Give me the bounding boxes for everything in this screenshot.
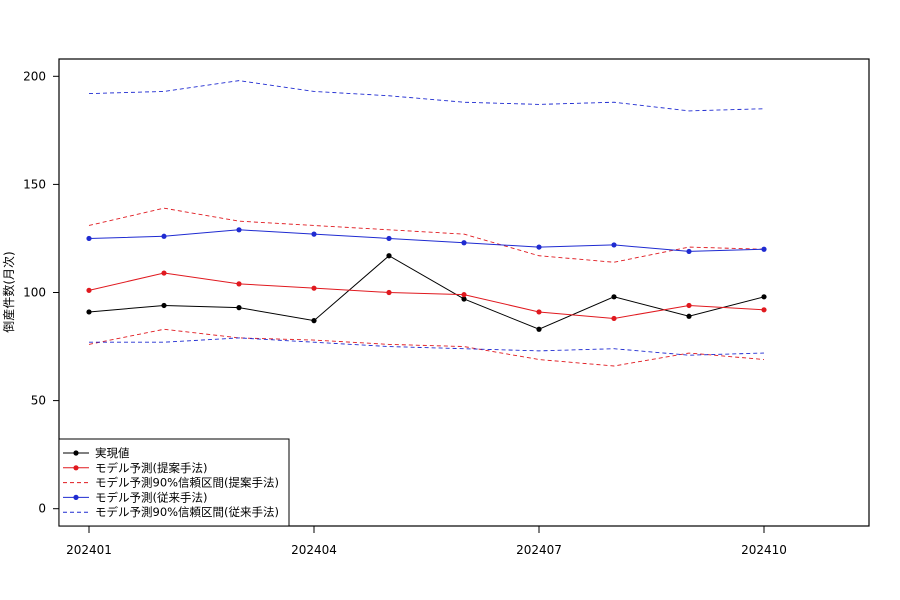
- data-point-0-9: [761, 294, 767, 300]
- data-point-1-3: [311, 285, 317, 291]
- y-axis: 0 50 100 150 200: [23, 69, 59, 516]
- y-tick-label-200: 200: [23, 69, 46, 83]
- x-tick-label-202404: 202404: [291, 543, 337, 557]
- data-point-1-1: [161, 270, 167, 276]
- data-point-1-2: [236, 281, 242, 287]
- legend-marker-1: [73, 465, 79, 471]
- legend-label-2: モデル予測90%信頼区間(提案手法): [95, 476, 279, 490]
- data-point-1-8: [686, 302, 692, 309]
- data-point-1-6: [536, 309, 542, 315]
- legend-label-4: モデル予測90%信頼区間(従来手法): [95, 505, 279, 519]
- series-line-5: [88, 80, 765, 112]
- data-point-1-0: [86, 287, 92, 293]
- legend-marker-0: [73, 450, 79, 456]
- legend-label-3: モデル予測(従来手法): [95, 490, 207, 504]
- series-line-0: [88, 255, 765, 330]
- data-point-0-4: [386, 253, 392, 259]
- x-tick-label-202410: 202410: [741, 543, 787, 557]
- series-line-6: [89, 337, 765, 356]
- y-tick-label-50: 50: [31, 394, 46, 408]
- y-tick-label-100: 100: [23, 286, 46, 300]
- y-axis-label: 倒産件数(月次): [1, 251, 16, 332]
- data-point-0-1: [161, 302, 167, 309]
- series-line-2: [88, 207, 765, 263]
- data-point-4-1: [161, 233, 167, 239]
- data-point-0-0: [86, 309, 92, 315]
- legend: 実現値モデル予測(提案手法)モデル予測90%信頼区間(提案手法)モデル予測(従来…: [58, 438, 290, 527]
- data-point-0-5: [461, 296, 467, 302]
- x-axis: 202401 202404 202407 202410: [66, 526, 787, 557]
- data-point-4-9: [761, 246, 767, 252]
- data-point-4-2: [236, 227, 242, 233]
- data-point-1-4: [386, 289, 392, 296]
- data-point-1-5: [461, 292, 467, 298]
- data-point-0-8: [686, 313, 692, 319]
- legend-marker-3: [73, 494, 79, 500]
- data-point-0-3: [311, 318, 317, 324]
- series-line-4: [88, 229, 765, 252]
- x-tick-label-202407: 202407: [516, 543, 562, 557]
- data-point-0-2: [236, 305, 242, 311]
- legend-label-1: モデル予測(提案手法): [95, 461, 207, 475]
- y-tick-label-0: 0: [38, 502, 46, 516]
- series-line-1: [88, 272, 765, 319]
- y-tick-label-150: 150: [23, 177, 46, 191]
- x-tick-label-202401: 202401: [66, 543, 112, 557]
- data-point-4-4: [386, 235, 392, 242]
- data-point-4-3: [311, 231, 317, 237]
- legend-label-0: 実現値: [95, 446, 130, 460]
- data-point-1-7: [611, 315, 617, 322]
- data-point-4-7: [611, 242, 617, 248]
- data-point-4-8: [686, 248, 692, 255]
- series-line-3: [88, 328, 765, 367]
- data-point-1-9: [761, 307, 767, 313]
- data-point-0-7: [611, 294, 617, 300]
- chart-marks: [86, 80, 767, 367]
- data-point-0-6: [536, 326, 542, 332]
- data-point-4-6: [536, 244, 542, 250]
- data-point-4-0: [86, 235, 92, 242]
- legend-box: [58, 438, 290, 527]
- data-point-4-5: [461, 240, 467, 246]
